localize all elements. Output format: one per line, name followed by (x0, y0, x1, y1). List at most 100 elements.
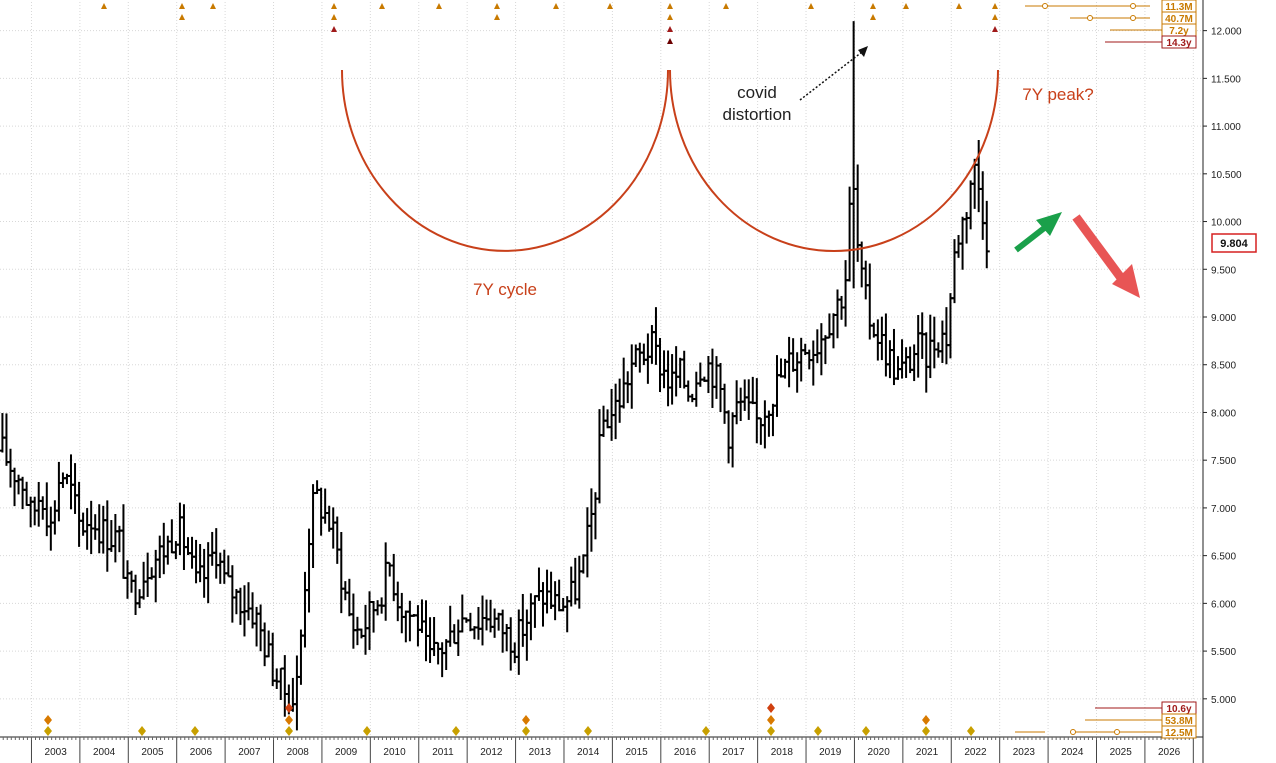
badge-range-dot (1042, 3, 1048, 9)
price-bar (394, 581, 401, 622)
price-bar (51, 500, 58, 535)
price-bar (132, 574, 139, 616)
price-bar (669, 354, 676, 405)
price-bar (729, 412, 736, 468)
cycle-marker-diamond (363, 726, 371, 736)
y-tick-label: 7.000 (1211, 504, 1236, 515)
x-tick-label: 2005 (141, 747, 164, 758)
price-bar (644, 333, 651, 384)
y-tick-label: 9.500 (1211, 265, 1236, 276)
cycle-marker-diamond (285, 715, 293, 725)
badge-range-dot (1130, 3, 1136, 9)
price-bar (47, 506, 54, 551)
grid-layer (0, 2, 1203, 737)
price-bar (7, 448, 14, 488)
price-bar (245, 582, 252, 621)
price-bar (911, 344, 918, 382)
price-bar (197, 544, 204, 583)
y-tick-label: 10.000 (1211, 218, 1242, 229)
price-bar (648, 325, 655, 364)
legend-badge-label: 53.8M (1165, 716, 1193, 727)
cycle-marker-triangle (992, 3, 998, 9)
price-bar (681, 350, 688, 389)
price-bar (979, 171, 986, 240)
price-bar (616, 378, 623, 423)
covid-pointer-arrowhead (858, 46, 868, 57)
price-bar (878, 316, 885, 361)
price-bar (152, 549, 159, 603)
price-bar (443, 639, 450, 670)
price-bar (846, 186, 853, 282)
price-bar (124, 560, 131, 599)
down-arrow-icon (1072, 214, 1140, 298)
up-arrow-icon (1014, 212, 1062, 253)
price-bar (798, 337, 805, 382)
price-bar (76, 481, 83, 547)
price-bar (382, 542, 389, 621)
y-tick-label: 11.500 (1211, 74, 1241, 85)
price-bar (193, 539, 200, 584)
cycle-marker-triangle (667, 38, 673, 44)
price-bar (96, 504, 103, 554)
legend-badge-label: 7.2y (1169, 26, 1189, 37)
price-bar (511, 642, 518, 664)
x-tick-label: 2025 (1110, 747, 1133, 758)
price-bar (882, 313, 889, 377)
price-bar (168, 519, 175, 554)
y-tick-label: 6.000 (1211, 599, 1236, 610)
price-bar (548, 571, 555, 609)
price-bar (552, 581, 559, 621)
cycle-marker-triangle (667, 26, 673, 32)
cycle-marker-diamond (44, 715, 52, 725)
legend-badge (1161, 35, 1197, 49)
cycle-marker-triangle (667, 3, 673, 9)
price-bar (297, 629, 304, 685)
price-bar (350, 593, 357, 649)
x-tick-label: 2024 (1061, 747, 1084, 758)
price-bar (535, 567, 542, 601)
price-bar (68, 454, 75, 510)
price-bar (221, 549, 228, 584)
price-bar (398, 592, 405, 634)
price-bar (652, 307, 659, 365)
price-bar (705, 355, 712, 394)
price-bar (136, 589, 143, 609)
price-bar (923, 332, 930, 393)
legend-badge (1161, 725, 1197, 739)
price-bar (725, 410, 732, 464)
price-bar (786, 336, 793, 388)
price-bar (778, 358, 785, 378)
cycle-marker-triangle (436, 3, 442, 9)
price-bar (612, 383, 619, 440)
price-bar (886, 340, 893, 379)
price-bar (346, 578, 353, 617)
price-bar (955, 235, 962, 258)
price-bar (318, 487, 325, 536)
price-bar (661, 350, 668, 389)
price-bar (854, 164, 861, 262)
cycle-marker-triangle (179, 3, 185, 9)
price-bar (104, 500, 111, 572)
price-bar (342, 581, 349, 601)
price-bar (874, 319, 881, 361)
price-bar (576, 555, 583, 609)
cycle-marker-diamond (285, 726, 293, 736)
price-bar (963, 212, 970, 244)
price-bar (475, 606, 482, 640)
price-bar (939, 320, 946, 363)
price-bar (148, 567, 155, 580)
price-bar (447, 605, 454, 647)
price-bar (11, 467, 18, 507)
legend-badge-label: 14.3y (1166, 38, 1191, 49)
price-bar (628, 344, 635, 409)
x-tick-label: 2023 (1013, 747, 1036, 758)
cycle-marker-triangle (210, 3, 216, 9)
price-bar (455, 619, 462, 657)
price-bar (213, 528, 220, 579)
price-bar (709, 348, 716, 408)
price-bar (745, 379, 752, 420)
price-bar (677, 357, 684, 388)
price-bar (983, 200, 990, 269)
price-bar (406, 600, 413, 642)
x-tick-label: 2004 (93, 747, 116, 758)
